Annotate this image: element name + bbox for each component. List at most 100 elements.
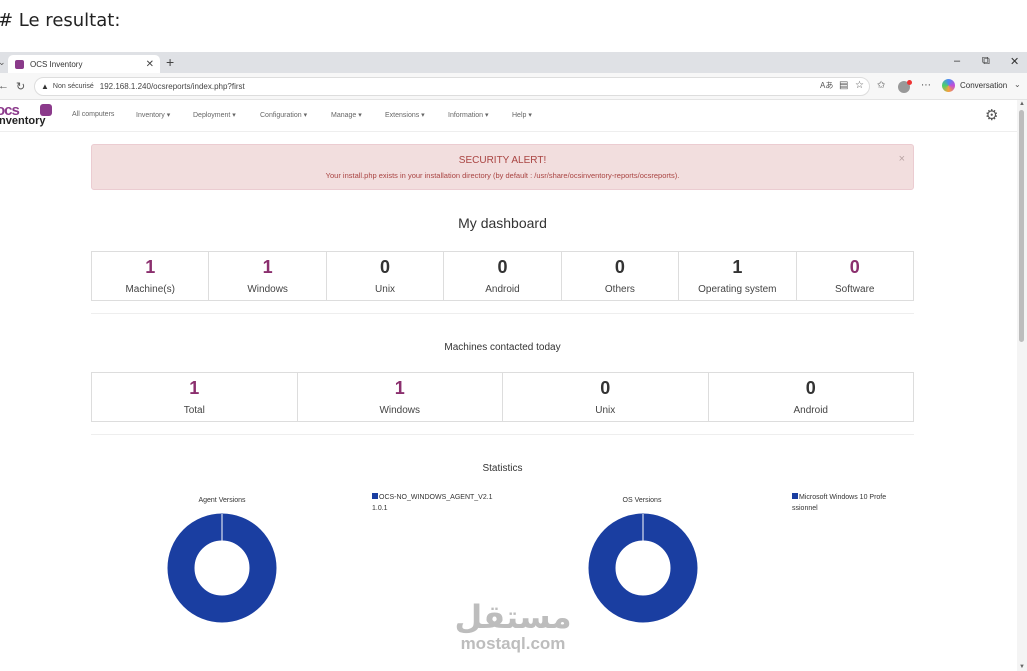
stat-value: 0	[497, 257, 508, 277]
security-alert: SECURITY ALERT! Your install.php exists …	[91, 144, 914, 190]
stat-label: Windows	[247, 284, 288, 295]
new-tab-button[interactable]: +	[166, 54, 175, 70]
profile-avatar[interactable]	[898, 80, 912, 93]
url-text[interactable]: 192.168.1.240/ocsreports/index.php?first	[99, 82, 245, 91]
legend-label: OCS-NO_WINDOWS_AGENT_V2.11.0.1	[372, 494, 493, 512]
back-icon[interactable]: ←	[0, 80, 9, 92]
tab-close-icon[interactable]: ✕	[145, 58, 154, 70]
stat-value: 0	[805, 378, 816, 398]
scrollbar-thumb[interactable]	[1019, 110, 1024, 342]
stat-operating-system[interactable]: 1 Operating system	[679, 252, 797, 300]
os-versions-donut[interactable]	[588, 513, 698, 623]
reload-icon[interactable]: ↻	[16, 81, 26, 93]
contacted-android[interactable]: 0 Android	[709, 373, 914, 421]
logo-badge-icon	[40, 104, 52, 116]
contacted-total[interactable]: 1 Total	[92, 373, 298, 421]
stat-label: Android	[485, 284, 520, 295]
legend-agent[interactable]: OCS-NO_WINDOWS_AGENT_V2.11.0.1	[372, 492, 497, 514]
stat-value: 0	[614, 257, 625, 277]
stat-value: 0	[600, 378, 611, 398]
stat-label: Operating system	[698, 284, 777, 295]
stat-label: Software	[835, 284, 875, 295]
read-aloud-icon[interactable]: Aあ	[820, 81, 834, 90]
copilot-icon	[942, 79, 955, 92]
copilot-label: Conversation	[960, 81, 1008, 90]
gear-icon[interactable]: ⚙	[985, 107, 999, 124]
tab-title: OCS Inventory	[30, 59, 83, 69]
stat-windows[interactable]: 1 Windows	[209, 252, 327, 300]
browser-tab[interactable]: OCS Inventory ✕	[8, 55, 160, 73]
window-close-button[interactable]: ✕	[1010, 56, 1020, 68]
legend-os[interactable]: Microsoft Windows 10 Professionnel	[792, 492, 887, 514]
legend-label: Microsoft Windows 10 Professionnel	[792, 494, 887, 512]
stat-android[interactable]: 0 Android	[444, 252, 562, 300]
ocs-logo[interactable]: ocs inventory	[0, 102, 56, 128]
menu-information[interactable]: Information ▾	[448, 112, 489, 119]
divider	[91, 313, 914, 314]
watermark: مستقل mostaql.com	[448, 600, 578, 654]
watermark-arabic: مستقل	[454, 598, 572, 636]
stat-label: Windows	[379, 405, 421, 416]
stat-value: 1	[262, 257, 273, 277]
menu-manage[interactable]: Manage ▾	[331, 112, 362, 119]
stat-others[interactable]: 0 Others	[562, 252, 680, 300]
stat-label: Others	[604, 284, 635, 295]
scroll-up-icon[interactable]: ▲	[1019, 101, 1025, 107]
app-navbar: ocs inventory All computers Inventory ▾ …	[0, 100, 1020, 132]
chart-title-os: OS Versions	[622, 497, 662, 504]
legend-swatch	[372, 493, 378, 499]
tab-list-chevron-icon[interactable]: ⌄	[0, 57, 6, 67]
browser-toolbar: ← ↻ ▲ Non sécurisé 192.168.1.240/ocsrepo…	[0, 73, 1027, 100]
contacted-title: Machines contacted today	[444, 342, 561, 353]
favicon-icon	[15, 59, 24, 69]
contacted-unix[interactable]: 0 Unix	[503, 373, 709, 421]
menu-configuration[interactable]: Configuration ▾	[260, 112, 308, 119]
caption-text: # Le resultat:	[0, 10, 121, 31]
chevron-down-icon[interactable]: ⌄	[1014, 80, 1021, 89]
stat-software[interactable]: 0 Software	[797, 252, 913, 300]
stat-value: 0	[380, 257, 391, 277]
minimize-button[interactable]: –	[954, 55, 961, 67]
menu-extensions[interactable]: Extensions ▾	[385, 112, 425, 119]
maximize-button[interactable]: ⧉	[982, 55, 990, 67]
statistics-title: Statistics	[482, 463, 523, 474]
warning-icon: ▲	[41, 82, 49, 91]
stat-value: 1	[145, 257, 156, 277]
browser-tabbar: OCS Inventory ✕	[0, 52, 1027, 73]
menu-all-computers[interactable]: All computers	[72, 111, 115, 118]
agent-versions-donut[interactable]	[167, 513, 277, 623]
reader-view-icon[interactable]: ▤	[839, 80, 849, 91]
logo-ocs-text: ocs	[0, 102, 20, 119]
alert-close-button[interactable]: ×	[898, 153, 905, 165]
stat-value: 0	[849, 257, 860, 277]
legend-swatch	[792, 493, 798, 499]
page-scrollbar[interactable]: ▲ ▼	[1017, 100, 1027, 671]
dashboard-title: My dashboard	[458, 215, 547, 231]
menu-inventory[interactable]: Inventory ▾	[136, 112, 171, 119]
stat-value: 1	[189, 378, 200, 398]
alert-message: Your install.php exists in your installa…	[325, 171, 680, 180]
stat-unix[interactable]: 0 Unix	[327, 252, 445, 300]
stat-value: 1	[732, 257, 743, 277]
address-bar[interactable]: ▲ Non sécurisé 192.168.1.240/ocsreports/…	[34, 77, 870, 96]
menu-help[interactable]: Help ▾	[512, 112, 532, 119]
scroll-down-icon[interactable]: ▼	[1019, 664, 1025, 670]
divider	[91, 434, 914, 435]
watermark-latin: mostaql.com	[460, 634, 566, 653]
stat-label: Total	[183, 405, 205, 416]
stat-label: Unix	[595, 405, 616, 416]
not-secure-label: Non sécurisé	[52, 83, 94, 90]
contacted-stats: 1 Total 1 Windows 0 Unix 0 Android	[91, 372, 914, 422]
stat-label: Unix	[375, 284, 396, 295]
alert-title: SECURITY ALERT!	[458, 155, 547, 166]
stat-label: Machine(s)	[125, 284, 175, 295]
copilot-button[interactable]: Conversation	[942, 79, 1007, 92]
favorite-star-icon[interactable]: ☆	[855, 80, 864, 91]
stat-machines[interactable]: 1 Machine(s)	[92, 252, 210, 300]
more-menu-icon[interactable]: ⋯	[921, 80, 931, 91]
stat-label: Android	[793, 405, 828, 416]
caption-area: # Le resultat:	[0, 0, 1027, 52]
menu-deployment[interactable]: Deployment ▾	[193, 112, 236, 119]
contacted-windows[interactable]: 1 Windows	[298, 373, 503, 421]
favorites-icon[interactable]: ✩	[877, 80, 886, 91]
